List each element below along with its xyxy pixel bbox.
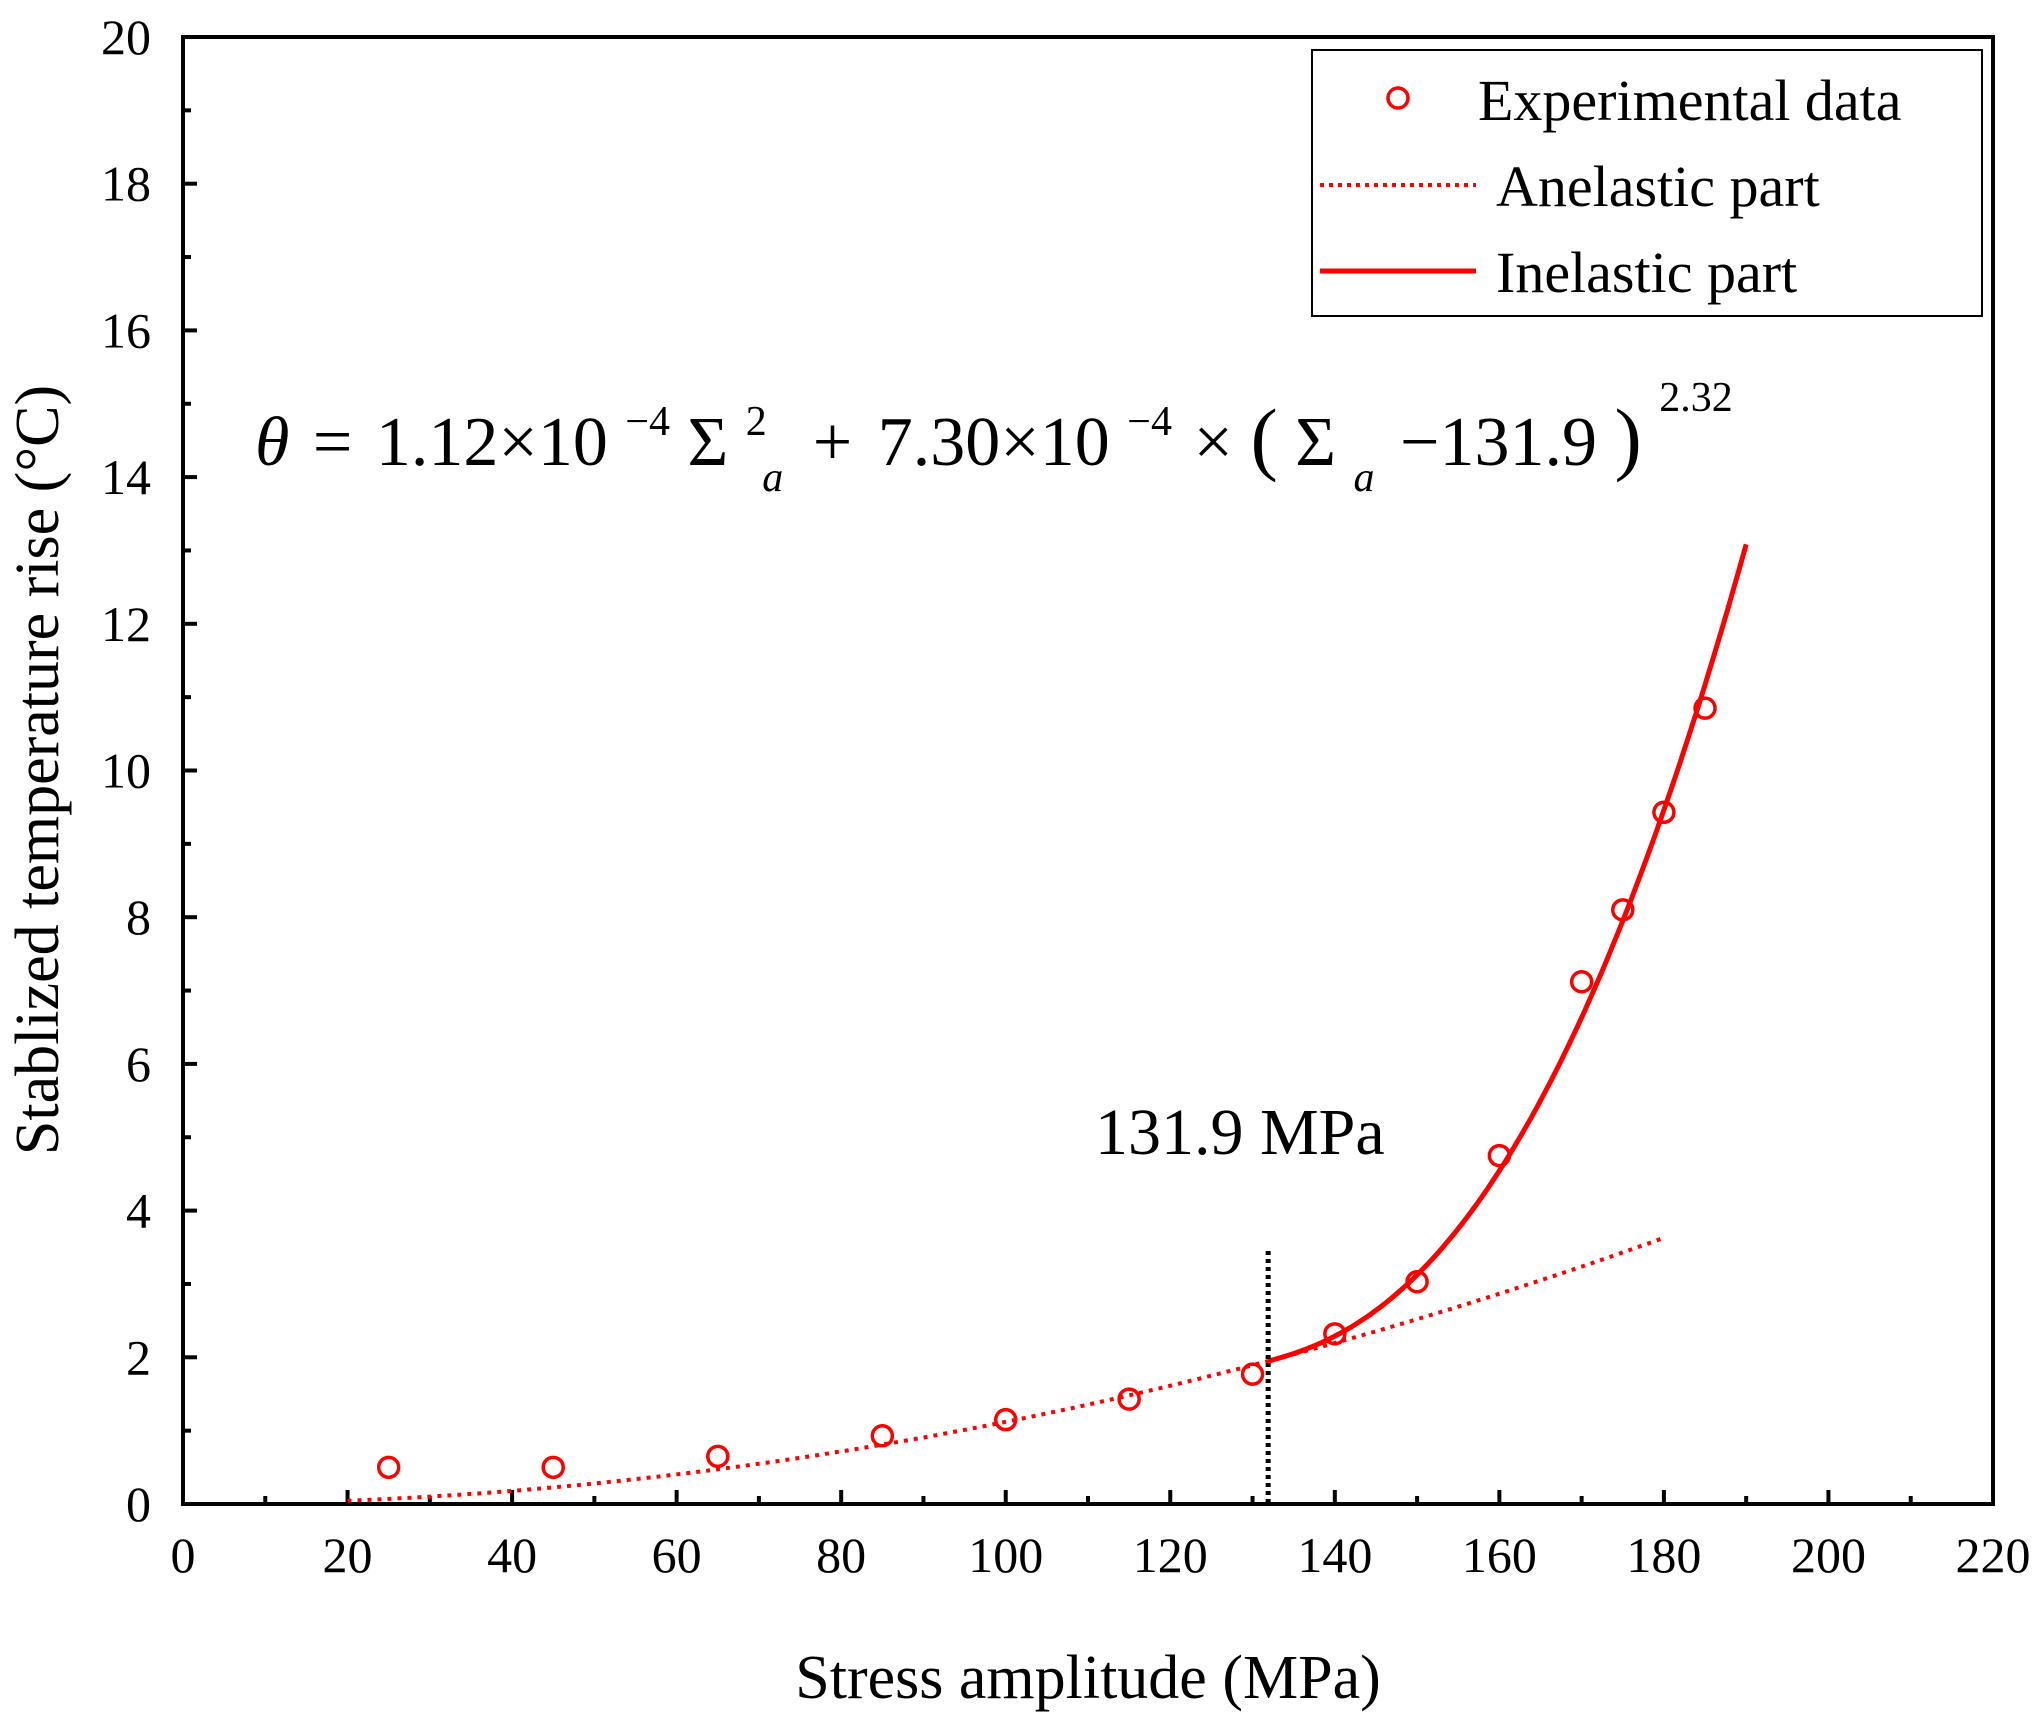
x-tick-label: 100 — [968, 1527, 1043, 1583]
data-point — [1405, 1269, 1429, 1294]
eq-coef1: 1.12×10 — [376, 404, 608, 481]
legend-label-inelastic: Inelastic part — [1496, 240, 1797, 305]
y-tick-label: 16 — [101, 302, 151, 358]
eq-coef2: 7.30×10 — [878, 404, 1110, 481]
x-tick-label: 0 — [171, 1527, 196, 1583]
y-axis-ticks: 0 2 4 6 8 10 12 14 16 18 20 — [101, 9, 197, 1532]
data-point — [870, 1424, 895, 1448]
x-tick-label: 120 — [1133, 1527, 1208, 1583]
legend-label-anelastic: Anelastic part — [1496, 154, 1820, 219]
y-tick-label: 0 — [126, 1476, 151, 1532]
x-tick-label: 80 — [816, 1527, 866, 1583]
data-point — [1652, 800, 1676, 825]
eq-lparen: ( — [1250, 392, 1277, 483]
x-tick-label: 180 — [1626, 1527, 1701, 1583]
data-point — [1487, 1143, 1512, 1168]
eq-minus: −131.9 — [1400, 404, 1597, 481]
data-point — [993, 1407, 1018, 1432]
eq-sup1: 2 — [746, 399, 767, 445]
data-point — [1323, 1322, 1347, 1346]
data-point — [376, 1455, 401, 1480]
y-tick-label: 10 — [101, 743, 151, 799]
eq-sigma1: Σ — [688, 404, 729, 481]
eq-exp-final: 2.32 — [1659, 375, 1733, 421]
data-point — [706, 1444, 730, 1469]
x-tick-label: 200 — [1791, 1527, 1866, 1583]
y-tick-label: 4 — [126, 1183, 151, 1239]
y-tick-label: 8 — [126, 889, 151, 945]
eq-sub1: a — [762, 455, 783, 501]
eq-exp1: −4 — [625, 399, 670, 445]
x-tick-label: 220 — [1956, 1527, 2031, 1583]
x-axis-title: Stress amplitude (MPa) — [795, 1644, 1381, 1712]
eq-equals: = — [313, 404, 352, 481]
data-point — [1240, 1362, 1265, 1386]
eq-times: × — [1193, 404, 1232, 481]
y-tick-label: 12 — [101, 596, 151, 652]
inelastic-curve — [1267, 543, 1749, 1364]
eq-plus: + — [813, 404, 852, 481]
eq-rparen: ) — [1614, 392, 1641, 483]
x-axis-ticks: 0 20 40 60 80 100 120 140 160 180 200 220 — [171, 1490, 2031, 1583]
legend-label-experimental: Experimental data — [1478, 68, 1902, 133]
data-point — [1611, 898, 1635, 922]
equation: θ = 1.12×10 −4 Σ 2 a + 7.30×10 −4 × ( Σ … — [255, 374, 1733, 507]
x-tick-label: 140 — [1297, 1527, 1372, 1583]
x-tick-label: 160 — [1462, 1527, 1537, 1583]
anelastic-curve — [347, 1235, 1665, 1503]
eq-exp2: −4 — [1127, 399, 1172, 445]
data-point — [541, 1455, 565, 1480]
threshold-label: 131.9 MPa — [1095, 1096, 1385, 1169]
data-point — [1693, 696, 1717, 720]
y-axis-title: Stablized temperature rise (°C) — [4, 385, 72, 1155]
data-point — [1569, 969, 1594, 994]
x-tick-label: 20 — [323, 1527, 373, 1583]
y-tick-label: 6 — [126, 1036, 151, 1092]
legend: Experimental data Anelastic part Inelast… — [1311, 49, 1983, 317]
x-tick-label: 40 — [487, 1527, 537, 1583]
y-tick-label: 14 — [101, 449, 151, 505]
eq-sigma2: Σ — [1295, 404, 1336, 481]
y-tick-label: 20 — [101, 9, 151, 65]
y-tick-label: 2 — [126, 1329, 151, 1385]
y-tick-label: 18 — [101, 156, 151, 212]
legend-marker-experimental — [1386, 86, 1410, 110]
eq-theta: θ — [255, 404, 289, 481]
experimental-markers — [376, 696, 1717, 1480]
eq-sub2: a — [1354, 455, 1375, 501]
data-point — [1117, 1387, 1141, 1411]
series-curves — [347, 543, 1749, 1504]
x-tick-label: 60 — [652, 1527, 702, 1583]
